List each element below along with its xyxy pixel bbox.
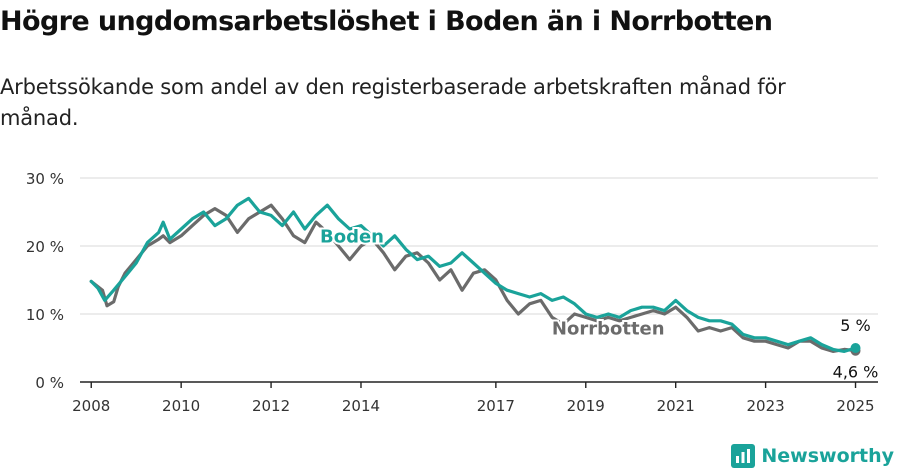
series-line-boden — [89, 196, 858, 353]
y-tick-label: 30 % — [26, 170, 64, 188]
series-label-boden: Boden — [320, 227, 384, 248]
grid-lines — [80, 177, 878, 315]
brand-logo: Newsworthy — [731, 444, 894, 468]
bar-chart-logo-icon — [731, 444, 756, 468]
x-tick-label: 2025 — [836, 397, 874, 415]
x-tick-label: 2021 — [657, 397, 695, 415]
x-tick-label: 2008 — [72, 397, 110, 415]
page-title: Högre ungdomsarbetslöshet i Boden än i N… — [0, 6, 773, 37]
series-line-norrbotten — [89, 203, 858, 353]
y-tick-label: 10 % — [26, 306, 64, 324]
y-tick-label: 20 % — [26, 238, 64, 256]
x-tick-label: 2023 — [747, 397, 785, 415]
x-tick-label: 2012 — [252, 397, 290, 415]
end-value-label-boden: 5 % — [840, 316, 870, 335]
y-axis-labels: 0 % 10 % 20 % 30 % — [26, 170, 64, 392]
end-value-label-norrbotten: 4,6 % — [833, 363, 879, 382]
brand-name: Newsworthy — [761, 445, 894, 467]
series-lines — [89, 196, 861, 356]
y-tick-label: 0 % — [35, 374, 64, 392]
chart-subtitle: Arbetssökande som andel av den registerb… — [0, 75, 786, 130]
series-label-norrbotten: Norrbotten — [552, 318, 665, 339]
x-tick-label: 2010 — [162, 397, 200, 415]
series-labels: Boden Norrbotten 4,6 % 5 % — [318, 225, 880, 384]
x-axis: 2008 2010 2012 2014 2017 2019 2021 2023 2025 — [72, 381, 878, 415]
x-tick-label: 2019 — [567, 397, 605, 415]
x-tick-label: 2017 — [477, 397, 515, 415]
end-point-boden — [850, 343, 861, 353]
x-tick-label: 2014 — [342, 397, 380, 415]
